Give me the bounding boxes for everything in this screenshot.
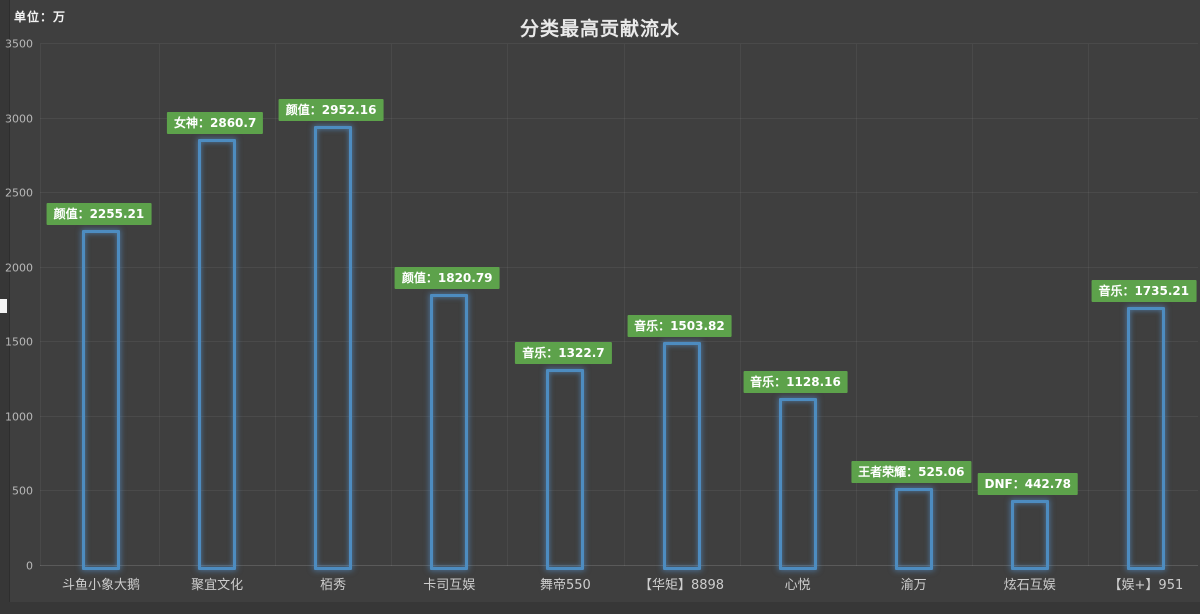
h-gridline	[40, 192, 1198, 194]
bar[interactable]	[894, 487, 933, 570]
v-gridline	[624, 44, 625, 566]
y-axis-tick-label: 0	[26, 559, 33, 573]
panel-splitter-handle[interactable]	[0, 299, 7, 313]
h-gridline	[40, 490, 1198, 492]
bar[interactable]	[546, 368, 585, 570]
x-axis-label: 舞帝550	[539, 578, 591, 593]
y-axis-tick-label: 2000	[5, 261, 33, 275]
x-axis-label: 渝万	[900, 578, 927, 593]
data-label: 音乐：1128.16	[743, 370, 848, 393]
v-gridline	[40, 44, 41, 566]
x-axis-label: 心悦	[784, 578, 811, 593]
v-gridline	[972, 44, 973, 566]
x-axis-label: 卡司互娱	[423, 578, 476, 593]
v-gridline	[159, 44, 160, 566]
x-axis-label: 【娱+】951	[1108, 578, 1184, 593]
data-label: 颜值：2952.16	[278, 98, 384, 121]
data-label: 音乐：1735.21	[1091, 280, 1197, 303]
h-gridline	[40, 266, 1198, 268]
x-axis-label: 斗鱼小象大鹅	[61, 578, 141, 593]
data-label: 音乐：1503.82	[627, 314, 732, 337]
bar[interactable]	[1010, 499, 1049, 570]
v-gridline	[740, 44, 741, 566]
bar[interactable]	[82, 229, 120, 570]
v-gridline	[1088, 44, 1089, 566]
y-axis-tick-label: 500	[12, 484, 33, 498]
bar[interactable]	[198, 139, 237, 570]
data-label: 音乐：1322.7	[515, 341, 612, 364]
v-gridline	[856, 44, 857, 566]
bar[interactable]	[314, 125, 353, 570]
y-axis-tick-label: 1500	[5, 335, 33, 349]
data-label: 王者荣耀：525.06	[851, 460, 972, 483]
x-axis-label: 【华矩】8898	[638, 578, 725, 593]
bar[interactable]	[662, 341, 701, 570]
h-gridline	[40, 43, 1198, 44]
bottom-band	[0, 602, 1200, 614]
bar[interactable]	[1126, 307, 1165, 570]
bar[interactable]	[430, 294, 469, 570]
h-gridline	[40, 565, 1198, 566]
unit-label: 单位：万	[14, 10, 67, 24]
v-gridline	[507, 44, 508, 566]
y-axis-tick-label: 3000	[5, 112, 33, 126]
x-axis-label: 聚宜文化	[191, 578, 244, 593]
y-axis: 0 500 1000 1500 2000 2500 3000 3500	[0, 38, 36, 573]
x-axis-label: 栢秀	[320, 578, 347, 593]
side-panel-strip	[0, 0, 10, 614]
data-label: 颜值：1820.79	[394, 267, 500, 290]
chart-title: 分类最高贡献流水	[519, 18, 680, 40]
y-axis-tick-label: 1000	[5, 410, 33, 424]
plot-area: 颜值：2255.21 女神：2860.7 颜值：2952.16 颜值：1820.79 音…	[40, 43, 1198, 570]
x-axis: 斗鱼小象大鹅 聚宜文化 栢秀 卡司互娱 舞帝550 【华矩】8898 心悦 渝万 炫石互娱 【娱+…	[40, 574, 1198, 596]
v-gridline	[391, 44, 392, 566]
y-axis-tick-label: 2500	[5, 186, 33, 200]
data-label: DNF：442.78	[977, 472, 1079, 495]
y-axis-tick-label: 3500	[5, 37, 33, 51]
h-gridline	[40, 415, 1198, 417]
data-label: 颜值：2255.21	[46, 202, 152, 225]
h-gridline	[40, 341, 1198, 343]
x-axis-label: 炫石互娱	[1003, 578, 1056, 593]
h-gridline	[40, 117, 1198, 119]
bar[interactable]	[778, 397, 817, 570]
v-gridline	[275, 44, 276, 566]
data-label: 女神：2860.7	[167, 112, 264, 135]
